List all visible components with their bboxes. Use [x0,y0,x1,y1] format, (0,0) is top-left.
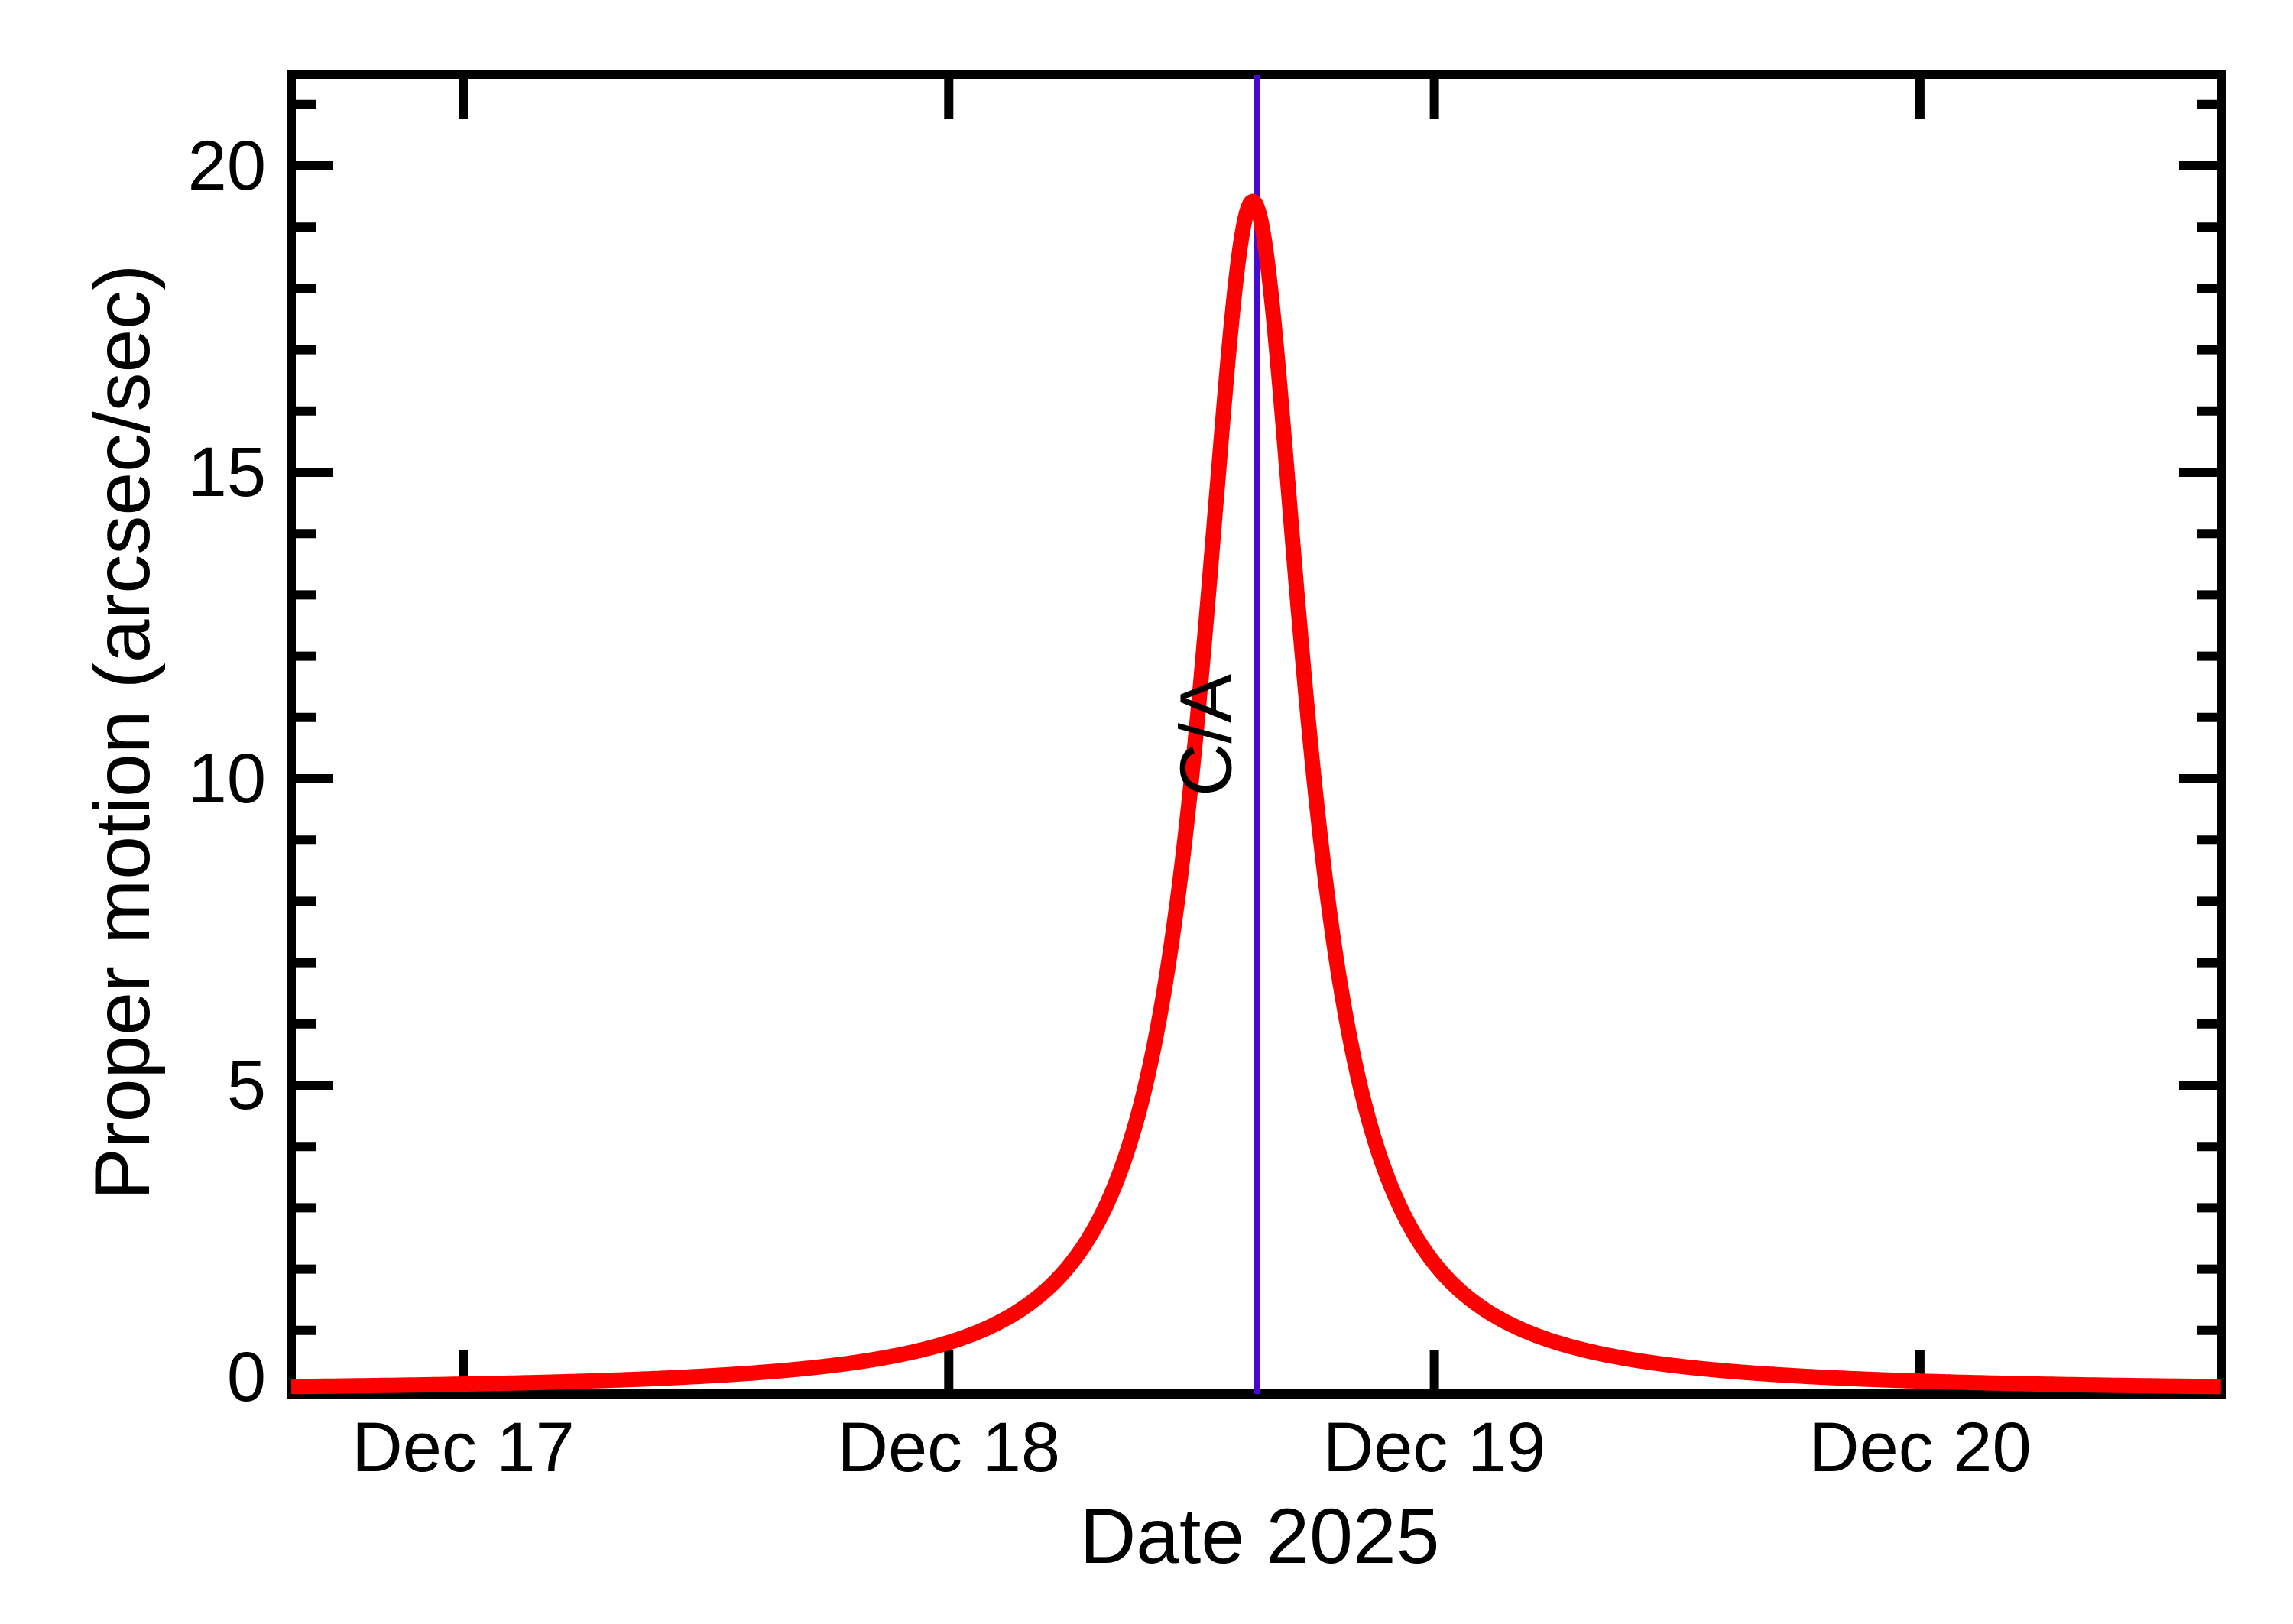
y-axis-ticks-right [2179,99,2221,1335]
x-tick-label: Dec 18 [838,1408,1061,1486]
x-axis-tick-labels: Dec 17 Dec 18 Dec 19 Dec 20 [352,1408,2031,1486]
x-tick-label: Dec 19 [1323,1408,1546,1486]
x-tick-label: Dec 17 [352,1408,575,1486]
y-axis-tick-labels: 0 5 10 15 20 [188,127,266,1416]
y-axis-title: Proper motion (arcsec/sec) [79,264,166,1200]
proper-motion-curve [285,193,2227,1395]
y-tick-label: 15 [188,433,266,511]
x-axis-ticks-top [459,75,1925,119]
x-tick-label: Dec 20 [1808,1408,2032,1486]
y-axis-ticks-left [291,99,333,1335]
y-tick-label: 0 [227,1338,266,1416]
x-axis-title: Date 2025 [1080,1493,1440,1580]
close-approach-label: C/A [1166,674,1247,796]
y-tick-label: 5 [227,1046,266,1124]
y-tick-label: 10 [188,740,266,818]
y-tick-label: 20 [188,127,266,205]
